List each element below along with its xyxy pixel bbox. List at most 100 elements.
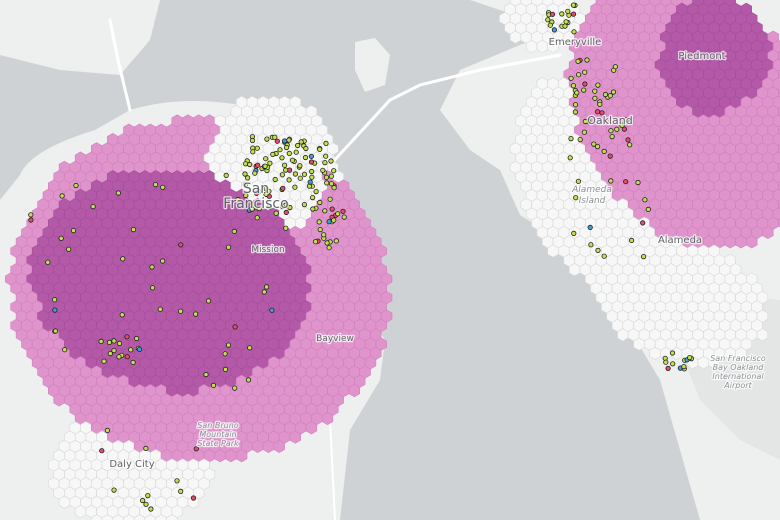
- data-point: [591, 141, 597, 147]
- data-point: [245, 175, 251, 181]
- hex-bin: [225, 449, 237, 463]
- data-point: [283, 144, 290, 151]
- data-point: [99, 448, 105, 454]
- data-point: [621, 126, 628, 132]
- data-point: [687, 354, 693, 361]
- data-point: [628, 237, 635, 243]
- data-point: [309, 195, 316, 201]
- data-point: [317, 199, 323, 206]
- data-point: [203, 371, 209, 378]
- hex-bin: [735, 346, 747, 360]
- data-point: [313, 189, 319, 195]
- data-point: [255, 162, 261, 168]
- data-point: [119, 312, 125, 318]
- data-point: [607, 93, 613, 99]
- data-point: [681, 363, 687, 370]
- data-point: [601, 253, 607, 259]
- data-point: [329, 206, 335, 212]
- data-point: [323, 140, 329, 146]
- data-point: [235, 196, 241, 203]
- data-point: [107, 350, 113, 357]
- san-francisco-label-line1: San: [243, 181, 269, 197]
- bay-bridge-east: [388, 53, 562, 102]
- hex-bin: [133, 514, 146, 520]
- data-point: [210, 382, 217, 388]
- hex-bin: [305, 421, 318, 435]
- data-point: [120, 256, 126, 262]
- data-point: [52, 307, 58, 313]
- piedmont-label: Piedmont: [678, 51, 725, 62]
- data-point: [323, 153, 329, 159]
- alameda-label: Alameda: [658, 235, 702, 246]
- data-point: [567, 155, 573, 161]
- data-point: [130, 359, 136, 365]
- data-point: [143, 445, 149, 451]
- data-point: [266, 188, 272, 194]
- data-point: [267, 160, 273, 166]
- data-point: [571, 29, 577, 35]
- data-point: [160, 184, 166, 190]
- data-point: [263, 284, 270, 290]
- data-point: [149, 264, 155, 270]
- data-point: [101, 358, 107, 364]
- golden-gate-bridge: [108, 18, 132, 112]
- data-point: [140, 497, 146, 504]
- data-point: [279, 172, 285, 178]
- data-point: [559, 11, 565, 17]
- data-point: [98, 338, 104, 344]
- data-point: [160, 258, 166, 264]
- data-point: [619, 122, 625, 129]
- state-park-label-line3: State Park: [197, 439, 239, 448]
- hex-bin: [166, 514, 178, 520]
- data-point: [565, 8, 571, 14]
- data-point: [627, 142, 633, 148]
- data-point: [116, 354, 122, 360]
- data-point: [645, 206, 651, 212]
- state-park-label-line1: San Bruno: [197, 421, 239, 430]
- data-point: [640, 254, 647, 260]
- data-point: [570, 2, 577, 8]
- data-point: [51, 297, 58, 303]
- data-point: [335, 211, 341, 217]
- data-point: [324, 240, 330, 246]
- hex-bin: [262, 439, 275, 453]
- data-point: [323, 174, 330, 180]
- data-point: [148, 506, 154, 512]
- data-point: [609, 134, 615, 140]
- data-point: [273, 210, 279, 216]
- data-point: [272, 134, 278, 140]
- data-point: [607, 153, 613, 159]
- bay-bridge-west: [328, 98, 392, 167]
- data-point: [572, 109, 579, 115]
- data-point: [322, 160, 328, 166]
- data-point: [254, 145, 260, 151]
- data-point: [298, 139, 304, 145]
- data-point: [568, 75, 574, 81]
- data-point: [317, 146, 323, 152]
- data-point: [610, 89, 617, 95]
- data-point: [281, 138, 288, 144]
- data-point: [289, 157, 296, 163]
- data-point: [262, 163, 268, 169]
- data-point: [584, 57, 590, 63]
- alameda-island-label-line1: Alameda: [571, 185, 612, 195]
- data-point: [153, 182, 159, 188]
- data-point: [665, 365, 671, 371]
- data-point: [328, 181, 335, 187]
- hex-bin: [724, 235, 736, 249]
- data-point: [549, 11, 556, 17]
- oakland-label: Oakland: [587, 114, 633, 127]
- data-point: [545, 17, 551, 23]
- data-point: [568, 136, 574, 142]
- data-point: [157, 306, 163, 312]
- data-point: [249, 137, 256, 144]
- hex-bin: [236, 449, 248, 463]
- data-point: [317, 227, 323, 233]
- data-point: [286, 150, 292, 156]
- hex-bin: [155, 514, 167, 520]
- airport-label-line4: Airport: [723, 381, 752, 390]
- data-point: [111, 347, 117, 354]
- hex-bin: [112, 514, 124, 520]
